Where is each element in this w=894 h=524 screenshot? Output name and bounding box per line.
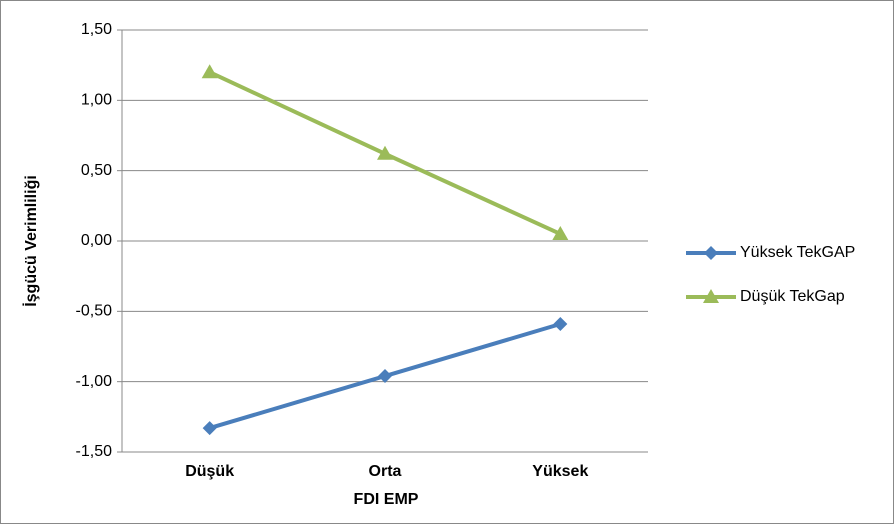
diamond-marker xyxy=(202,421,217,436)
y-tick-label: -1,00 xyxy=(76,373,113,390)
y-tick-label: 1,50 xyxy=(81,21,112,38)
triangle-marker xyxy=(377,145,393,160)
y-tick-label: 0,00 xyxy=(81,232,112,249)
x-tick-label: Orta xyxy=(369,463,402,480)
x-tick-label: Düşük xyxy=(185,463,234,480)
diamond-marker xyxy=(378,369,392,384)
diamond-marker xyxy=(704,246,718,260)
triangle-marker xyxy=(552,225,569,240)
y-tick-label: -0,50 xyxy=(76,303,113,320)
diamond-marker xyxy=(553,316,568,331)
legend-label: Düşük TekGap xyxy=(740,288,845,305)
x-axis-label: FDI EMP xyxy=(354,491,419,508)
x-tick-label: Yüksek xyxy=(532,463,588,480)
y-tick-label: 1,00 xyxy=(81,92,112,109)
y-axis-label: İşgücü Verimliliği xyxy=(22,175,40,307)
y-tick-label: 0,50 xyxy=(81,162,112,179)
triangle-marker xyxy=(201,64,218,79)
legend-label: Yüksek TekGAP xyxy=(740,244,855,261)
triangle-marker xyxy=(703,289,719,303)
y-tick-label: -1,50 xyxy=(76,443,113,460)
